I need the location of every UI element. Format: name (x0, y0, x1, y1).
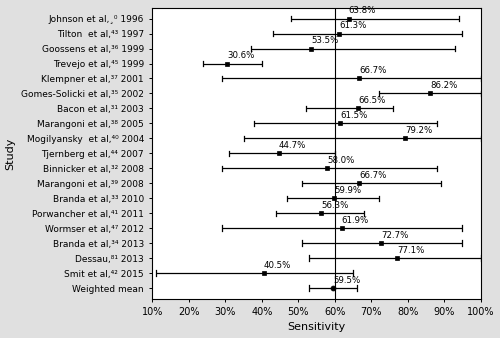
Text: 40.5%: 40.5% (264, 261, 291, 270)
Text: 79.2%: 79.2% (405, 126, 432, 135)
Text: 72.7%: 72.7% (381, 231, 408, 240)
Text: 86.2%: 86.2% (430, 81, 458, 90)
Text: 59.9%: 59.9% (334, 186, 361, 195)
Text: 61.9%: 61.9% (342, 216, 369, 225)
Text: 66.5%: 66.5% (358, 96, 386, 105)
Text: 59.5%: 59.5% (333, 276, 360, 285)
Y-axis label: Study: Study (6, 137, 16, 170)
Text: 53.5%: 53.5% (311, 36, 338, 45)
Text: 61.5%: 61.5% (340, 111, 367, 120)
Text: 77.1%: 77.1% (397, 246, 424, 255)
Text: 30.6%: 30.6% (228, 51, 255, 60)
Text: 58.0%: 58.0% (328, 156, 355, 165)
Text: 61.3%: 61.3% (340, 21, 367, 30)
Text: 66.7%: 66.7% (359, 171, 386, 180)
X-axis label: Sensitivity: Sensitivity (288, 322, 346, 333)
Text: 63.8%: 63.8% (348, 6, 376, 15)
Text: 66.7%: 66.7% (359, 66, 386, 75)
Text: 56.3%: 56.3% (322, 201, 348, 210)
Text: 44.7%: 44.7% (279, 141, 306, 150)
